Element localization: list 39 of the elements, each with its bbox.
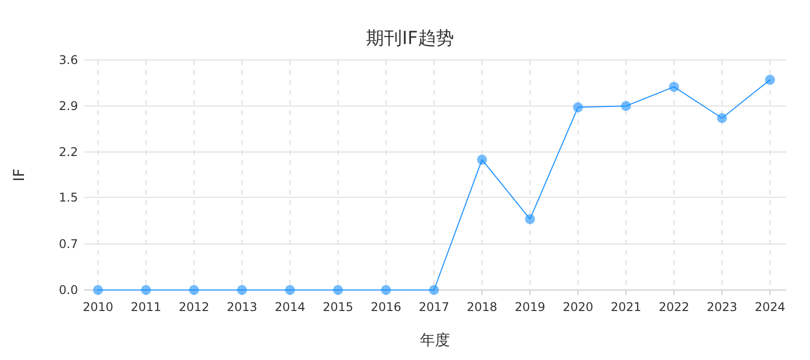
x-tick-label: 2015 — [322, 300, 354, 314]
point — [669, 82, 679, 92]
x-tick-label: 2014 — [274, 300, 306, 314]
point — [621, 101, 631, 111]
y-tick-label: 1.5 — [58, 190, 78, 204]
y-tick-label: 2.2 — [58, 145, 78, 159]
x-axis-title: 年度 — [420, 331, 450, 349]
x-tick-label: 2013 — [226, 300, 258, 314]
chart-title: 期刊IF趋势 — [366, 28, 454, 49]
x-tick-label: 2023 — [706, 300, 738, 314]
point — [93, 285, 103, 295]
point — [189, 285, 199, 295]
point — [285, 285, 295, 295]
x-tick-label: 2016 — [370, 300, 402, 314]
x-tick-label: 2022 — [658, 300, 690, 314]
point — [477, 154, 487, 165]
x-tick-label: 2020 — [562, 300, 594, 314]
y-tick-label: 0.7 — [58, 237, 78, 251]
point — [573, 102, 583, 112]
y-tick-label: 0.0 — [58, 283, 78, 297]
x-tick-label: 2012 — [178, 300, 210, 314]
point — [765, 74, 775, 85]
y-tick-label: 2.9 — [58, 99, 78, 113]
point — [525, 214, 535, 224]
x-tick-label: 2019 — [514, 300, 546, 314]
x-tick-label: 2018 — [466, 300, 498, 314]
y-axis-title: IF — [10, 168, 28, 182]
point — [381, 285, 391, 295]
x-tick-label: 2021 — [610, 300, 642, 314]
point — [429, 285, 439, 295]
point — [333, 285, 343, 295]
point — [717, 113, 727, 124]
x-tick-label: 2011 — [130, 300, 162, 314]
x-tick-label: 2010 — [82, 300, 114, 314]
x-tick-label: 2024 — [754, 300, 786, 314]
point — [237, 285, 247, 295]
x-tick-label: 2017 — [418, 300, 450, 314]
y-tick-label: 3.6 — [58, 53, 78, 67]
point — [141, 285, 151, 295]
